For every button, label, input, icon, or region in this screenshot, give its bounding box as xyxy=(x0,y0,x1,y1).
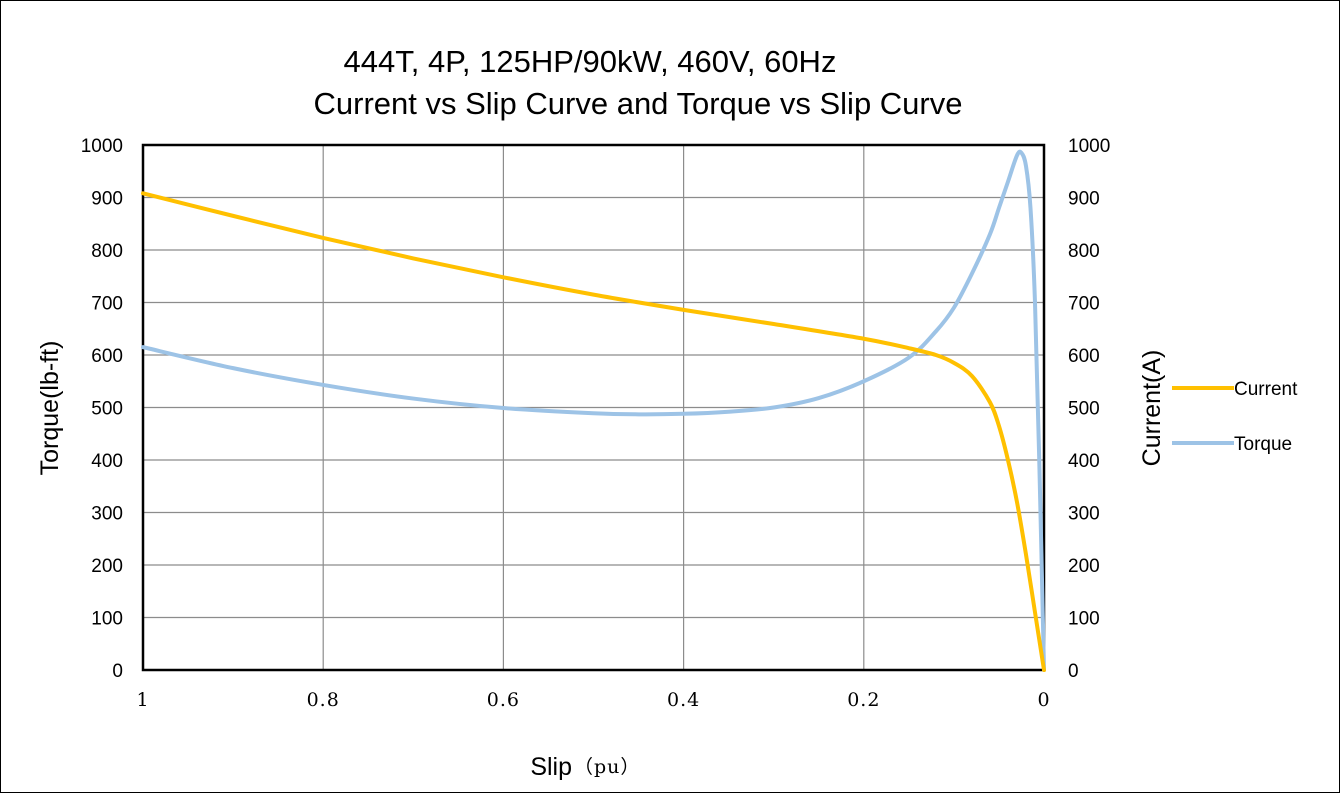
x-tick-label: 0 xyxy=(1037,689,1050,711)
chart-subtitle: Current vs Slip Curve and Torque vs Slip… xyxy=(314,86,963,121)
x-tick-label: 0.4 xyxy=(667,689,700,711)
y-tick-label-right: 0 xyxy=(1068,661,1079,682)
y-tick-label-right: 200 xyxy=(1068,556,1100,577)
x-tick-label: 1 xyxy=(136,689,149,711)
x-tick-label: 0.6 xyxy=(487,689,520,711)
series-lines xyxy=(141,149,1046,672)
y-axis-label-left: Torque(lb-ft) xyxy=(36,341,64,476)
x-ticks: 1 0.8 0.6 0.4 0.2 0 xyxy=(136,689,1050,711)
y-tick-label-left: 500 xyxy=(91,399,123,420)
y-axis-label-right: Current(A) xyxy=(1138,350,1166,467)
x-tick-label: 0.2 xyxy=(847,689,880,711)
y-tick-label-right: 1000 xyxy=(1068,136,1110,157)
y-tick-label-left: 700 xyxy=(91,294,123,315)
y-tick-label-left: 200 xyxy=(91,556,123,577)
y-tick-label-left: 800 xyxy=(91,241,123,262)
legend: Current Torque xyxy=(1172,379,1298,455)
y-tick-label-right: 500 xyxy=(1068,399,1100,420)
y-tick-label-left: 900 xyxy=(91,189,123,210)
y-ticks-right: 0 100 200 300 400 500 600 700 800 900 1000 xyxy=(1068,136,1110,682)
grid xyxy=(142,144,1045,671)
y-tick-label-right: 400 xyxy=(1068,451,1100,472)
y-tick-label-right: 900 xyxy=(1068,189,1100,210)
y-tick-label-left: 600 xyxy=(91,346,123,367)
series-line-torque xyxy=(141,149,1046,672)
y-tick-label-left: 300 xyxy=(91,504,123,525)
x-axis-label: Slip xyxy=(530,753,572,781)
y-ticks-left: 0 100 200 300 400 500 600 700 800 900 1000 xyxy=(81,136,123,682)
y-tick-label-left: 1000 xyxy=(81,136,123,157)
x-axis-unit: （pu） xyxy=(574,756,640,778)
y-tick-label-left: 0 xyxy=(112,661,123,682)
legend-label-torque: Torque xyxy=(1234,434,1292,455)
series-line-current xyxy=(141,191,1046,672)
plot-border xyxy=(141,143,1046,672)
x-tick-label: 0.8 xyxy=(307,689,340,711)
y-tick-label-right: 100 xyxy=(1068,609,1100,630)
plot-area xyxy=(141,143,1046,672)
y-tick-label-right: 700 xyxy=(1068,294,1100,315)
y-tick-label-right: 800 xyxy=(1068,241,1100,262)
y-tick-label-right: 300 xyxy=(1068,504,1100,525)
y-tick-label-left: 400 xyxy=(91,451,123,472)
chart-title: 444T, 4P, 125HP/90kW, 460V, 60Hz xyxy=(344,44,837,79)
legend-label-current: Current xyxy=(1234,379,1298,400)
y-tick-label-right: 600 xyxy=(1068,346,1100,367)
y-tick-label-left: 100 xyxy=(91,609,123,630)
